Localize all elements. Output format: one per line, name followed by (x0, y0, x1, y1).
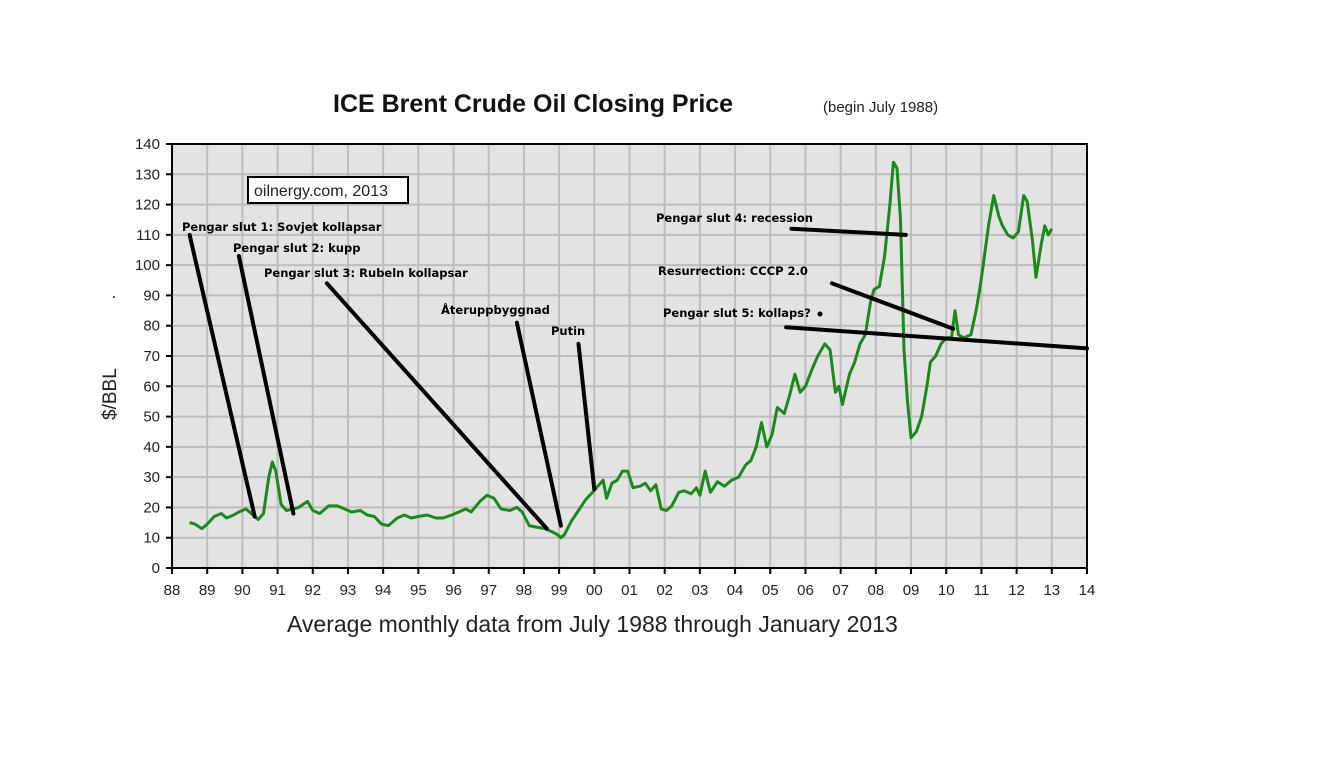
stray-dot (113, 296, 115, 298)
annotation-line (324, 281, 549, 531)
annotation-label: Pengar slut 5: kollaps? (663, 306, 811, 320)
x-tick-label: 10 (938, 582, 955, 599)
x-tick-label: 05 (762, 582, 779, 599)
x-tick-label: 92 (304, 582, 321, 599)
y-tick-label: 130 (135, 166, 160, 183)
x-tick-label: 95 (410, 582, 427, 599)
y-axis-ticks: 0 10 20 30 40 50 60 70 80 90 100 110 120 130 140 (135, 136, 172, 577)
annotation-dot (817, 311, 823, 317)
annotation-label: Pengar slut 4: recession (656, 211, 813, 225)
y-tick-label: 0 (152, 560, 160, 577)
annotation-line (236, 254, 296, 516)
x-tick-label: 11 (974, 582, 990, 599)
x-tick-label: 06 (797, 582, 814, 599)
x-tick-label: 07 (832, 582, 849, 599)
annotations-layer: Pengar slut 1: Sovjet kollapsar Pengar sl… (182, 211, 1089, 531)
x-tick-label: 14 (1079, 582, 1096, 599)
x-tick-label: 12 (1008, 582, 1025, 599)
annotation-line (829, 281, 956, 331)
x-tick-label: 88 (164, 582, 181, 599)
annotation-label: Resurrection: CCCP 2.0 (658, 264, 808, 278)
x-tick-label: 03 (692, 582, 709, 599)
x-tick-label: 98 (516, 582, 533, 599)
y-tick-label: 30 (143, 469, 160, 486)
annotation-label: Pengar slut 2: kupp (233, 241, 360, 255)
x-tick-label: 01 (621, 582, 638, 599)
x-tick-label: 99 (551, 582, 568, 599)
annotation-label: Återuppbyggnad (441, 302, 550, 317)
x-tick-label: 04 (727, 582, 744, 599)
x-tick-label: 97 (480, 582, 497, 599)
y-tick-label: 80 (143, 318, 160, 335)
annotation-line (187, 232, 257, 519)
x-tick-label: 13 (1043, 582, 1060, 599)
x-tick-label: 94 (375, 582, 392, 599)
y-tick-label: 120 (135, 197, 160, 214)
y-tick-label: 140 (135, 136, 160, 153)
y-tick-label: 110 (136, 227, 160, 244)
x-tick-label: 96 (445, 582, 462, 599)
annotation-label: Pengar slut 3: Rubeln kollapsar (264, 266, 468, 280)
x-axis-ticks: 88 89 90 91 92 93 94 95 96 97 98 99 00 01 02 03 04 05 06 07… (164, 568, 1096, 599)
y-axis-label: $/BBL (100, 368, 121, 420)
y-tick-label: 70 (143, 348, 160, 365)
x-tick-label: 08 (868, 582, 885, 599)
annotation-line (576, 341, 597, 492)
x-tick-label: 00 (586, 582, 603, 599)
annotation-line (514, 320, 563, 528)
x-tick-label: 89 (199, 582, 216, 599)
x-tick-label: 91 (269, 582, 286, 599)
annotation-line (789, 226, 908, 237)
watermark-text: oilnergy.com, 2013 (254, 183, 388, 200)
x-tick-label: 09 (903, 582, 920, 599)
plot-border (171, 143, 1088, 569)
y-tick-label: 90 (143, 287, 160, 304)
x-tick-label: 02 (656, 582, 673, 599)
chart-title: ICE Brent Crude Oil Closing Price (333, 90, 733, 118)
y-tick-label: 10 (143, 530, 160, 547)
x-axis-label: Average monthly data from July 1988 thro… (287, 611, 898, 637)
annotation-label: Pengar slut 1: Sovjet kollapsar (182, 220, 382, 234)
annotation-label: Putin (551, 324, 585, 338)
y-tick-label: 100 (135, 257, 160, 274)
annotation-line (784, 325, 1089, 351)
y-tick-label: 20 (143, 499, 160, 516)
y-tick-label: 40 (143, 439, 160, 456)
x-tick-label: 90 (234, 582, 251, 599)
y-tick-label: 50 (143, 409, 160, 426)
watermark-box: oilnergy.com, 2013 (247, 176, 409, 204)
x-tick-label: 93 (340, 582, 357, 599)
chart-subtitle: (begin July 1988) (823, 99, 938, 116)
y-tick-label: 60 (143, 378, 160, 395)
